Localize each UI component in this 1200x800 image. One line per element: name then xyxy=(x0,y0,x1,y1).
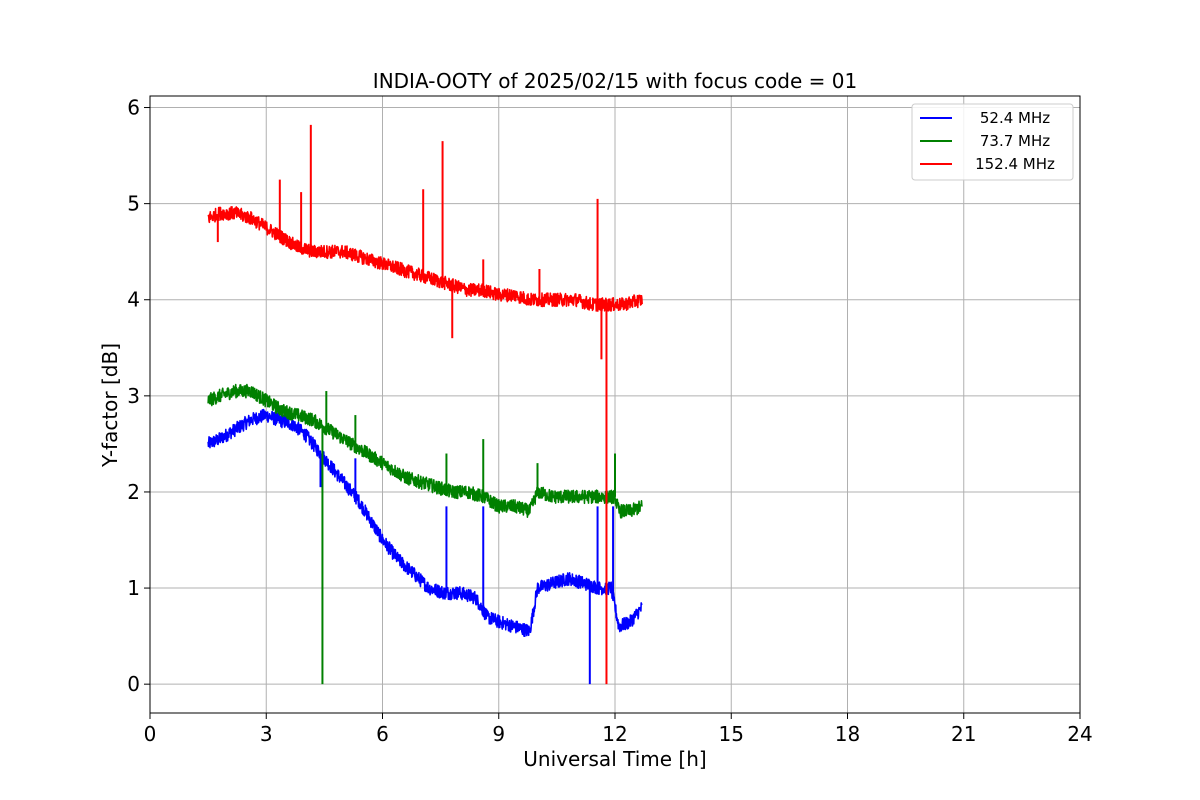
series-line xyxy=(207,383,643,519)
x-axis-label: Universal Time [h] xyxy=(523,747,706,771)
legend-label: 152.4 MHz xyxy=(975,155,1055,173)
y-tick-label: 5 xyxy=(127,192,140,216)
series-2 xyxy=(207,124,643,685)
y-tick-label: 1 xyxy=(127,576,140,600)
x-tick-label: 21 xyxy=(951,722,976,746)
y-axis-label: Y-factor [dB] xyxy=(98,343,122,468)
y-tick-label: 3 xyxy=(127,384,140,408)
legend-label: 52.4 MHz xyxy=(980,109,1050,127)
series-0 xyxy=(207,408,643,685)
series-line xyxy=(207,408,643,638)
x-tick-label: 15 xyxy=(719,722,744,746)
legend: 52.4 MHz 73.7 MHz 152.4 MHz xyxy=(911,103,1074,181)
legend-box xyxy=(911,103,1074,181)
x-tick-label: 6 xyxy=(376,722,389,746)
chart-title: INDIA-OOTY of 2025/02/15 with focus code… xyxy=(373,69,857,93)
series-layer xyxy=(207,124,643,685)
y-tick-label: 0 xyxy=(127,672,140,696)
y-tick-label: 6 xyxy=(127,96,140,120)
x-tick-label: 24 xyxy=(1067,722,1092,746)
x-tick-label: 9 xyxy=(492,722,505,746)
y-tick-label: 2 xyxy=(127,480,140,504)
series-1 xyxy=(207,383,643,685)
x-tick-label: 18 xyxy=(835,722,860,746)
legend-label: 73.7 MHz xyxy=(980,132,1050,150)
y-tick-label: 4 xyxy=(127,288,140,312)
x-tick-label: 0 xyxy=(144,722,157,746)
x-tick-label: 12 xyxy=(602,722,627,746)
x-tick-label: 3 xyxy=(260,722,273,746)
